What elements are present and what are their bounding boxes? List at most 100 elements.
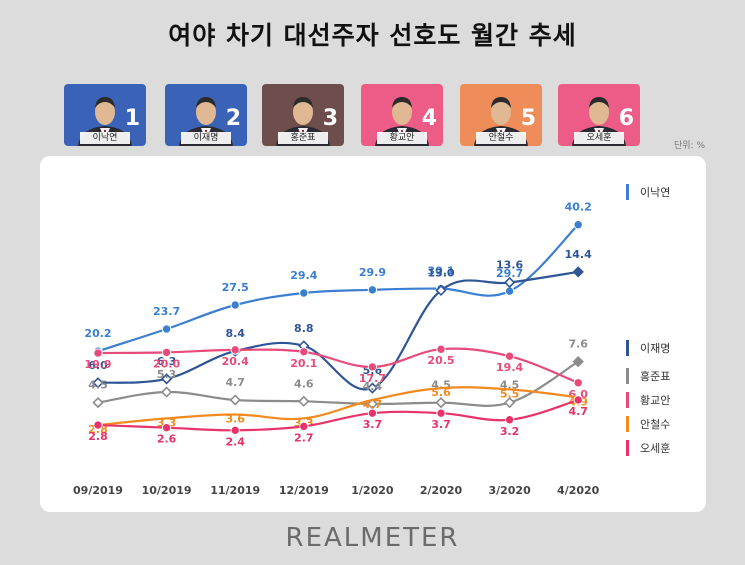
candidate-number: 5 bbox=[520, 106, 536, 131]
data-point bbox=[230, 300, 240, 310]
data-point bbox=[367, 362, 378, 372]
series-line-6 bbox=[96, 398, 580, 432]
data-point bbox=[504, 351, 515, 361]
x-tick-label: 4/2020 bbox=[557, 484, 600, 497]
data-point bbox=[573, 378, 583, 388]
data-point bbox=[299, 288, 309, 298]
data-point bbox=[160, 386, 173, 398]
chart-panel: 20.2 23.7 27.5 29.4 29.9 30.1 29.7 40.2 6.0 6.3 8.… bbox=[40, 156, 706, 512]
data-label: 8.8 bbox=[294, 322, 314, 335]
data-label: 4.6 bbox=[294, 377, 314, 390]
data-label: 23.7 bbox=[153, 305, 180, 318]
data-label: 3.2 bbox=[500, 425, 519, 438]
data-label: 6.0 bbox=[88, 359, 108, 372]
data-label: 20.2 bbox=[84, 327, 111, 340]
data-label: 4.7 bbox=[225, 376, 245, 389]
data-point bbox=[366, 382, 379, 394]
data-point bbox=[435, 284, 447, 297]
data-point bbox=[230, 425, 240, 436]
data-point bbox=[572, 356, 584, 368]
data-label: 30.1 bbox=[427, 265, 454, 278]
candidate-name: 이재명 bbox=[181, 132, 231, 144]
data-label: 5.5 bbox=[500, 387, 519, 400]
data-point bbox=[161, 347, 172, 358]
series-line-5 bbox=[96, 386, 580, 427]
legend-label: 황교안 bbox=[640, 394, 670, 407]
candidate-number: 4 bbox=[421, 106, 437, 131]
data-label: 13.0 bbox=[427, 266, 454, 279]
data-label: 27.5 bbox=[222, 281, 249, 294]
legend-label: 오세훈 bbox=[640, 442, 670, 455]
candidate-number: 6 bbox=[618, 106, 634, 131]
data-label: 2.7 bbox=[294, 431, 314, 444]
data-point bbox=[573, 220, 583, 230]
data-point bbox=[229, 394, 241, 406]
data-label: 4.4 bbox=[363, 380, 383, 393]
data-label: 19.4 bbox=[496, 361, 523, 374]
candidate-card-2: 2 이재명 bbox=[165, 84, 247, 146]
data-label: 5.3 bbox=[157, 368, 177, 381]
data-point bbox=[161, 324, 172, 334]
data-point bbox=[504, 286, 515, 296]
data-label: 3.7 bbox=[363, 418, 383, 431]
legend-swatch bbox=[626, 392, 629, 408]
chart-title: 여야 차기 대선주자 선호도 월간 추세 bbox=[168, 21, 577, 50]
data-point bbox=[298, 395, 310, 407]
data-label: 3.7 bbox=[431, 418, 451, 431]
x-tick-label: 11/2019 bbox=[210, 484, 260, 497]
data-label: 40.2 bbox=[565, 201, 592, 214]
candidate-name: 이낙연 bbox=[80, 132, 130, 144]
data-label: 14.4 bbox=[565, 248, 592, 261]
candidate-card-5: 5 안철수 bbox=[460, 84, 542, 146]
legend-swatch bbox=[626, 416, 629, 432]
legend-label: 홍준표 bbox=[640, 369, 670, 383]
data-point bbox=[436, 408, 446, 418]
x-tick-label: 10/2019 bbox=[142, 484, 192, 497]
data-point bbox=[230, 345, 240, 355]
candidate-card-4: 4 황교안 bbox=[361, 84, 443, 146]
data-point bbox=[367, 285, 378, 295]
data-label: 2.8 bbox=[88, 430, 108, 443]
data-label: 2.6 bbox=[157, 433, 177, 446]
candidate-name: 황교안 bbox=[377, 132, 427, 144]
x-tick-label: 09/2019 bbox=[73, 484, 123, 497]
data-label: 4.7 bbox=[568, 405, 588, 418]
candidate-card-6: 6 오세훈 bbox=[558, 84, 640, 146]
candidate-card-3: 3 홍준표 bbox=[262, 84, 344, 146]
data-point bbox=[503, 276, 516, 289]
data-point bbox=[160, 373, 173, 385]
legend-swatch bbox=[626, 340, 629, 356]
data-point bbox=[93, 420, 103, 430]
data-label: 4.7 bbox=[363, 398, 383, 411]
data-point bbox=[572, 266, 584, 278]
data-label: 29.9 bbox=[359, 266, 386, 279]
data-label: 20.4 bbox=[222, 355, 249, 368]
data-point bbox=[92, 377, 104, 389]
candidate-cards: 1 이낙연 2 이재명 3 홍준표 4 황교안 5 안철수 6 오세훈 bbox=[0, 0, 745, 150]
data-label: 17.7 bbox=[359, 372, 386, 385]
data-label: 13.6 bbox=[496, 258, 523, 271]
data-label: 20.0 bbox=[153, 357, 180, 370]
candidate-card-1: 1 이낙연 bbox=[64, 84, 146, 146]
data-label: 2.4 bbox=[225, 435, 245, 448]
data-point bbox=[366, 398, 379, 410]
candidate-number: 1 bbox=[124, 106, 140, 131]
candidate-number: 3 bbox=[322, 106, 338, 131]
series-line-2 bbox=[96, 270, 580, 391]
data-label: 4.5 bbox=[88, 379, 108, 392]
data-label: 29.7 bbox=[496, 267, 523, 280]
data-point bbox=[573, 395, 583, 405]
data-label: 8.4 bbox=[225, 327, 245, 340]
x-tick-label: 2/2020 bbox=[420, 484, 463, 497]
legend-swatch bbox=[626, 368, 629, 384]
data-label: 3.3 bbox=[157, 416, 177, 429]
data-label: 6.3 bbox=[157, 355, 177, 368]
x-tick-label: 3/2020 bbox=[488, 484, 531, 497]
data-label: 7.6 bbox=[568, 338, 588, 351]
candidate-name: 홍준표 bbox=[278, 132, 328, 144]
data-point bbox=[93, 348, 103, 358]
line-chart: 20.2 23.7 27.5 29.4 29.9 30.1 29.7 40.2 6.0 6.3 8.… bbox=[73, 184, 670, 497]
data-point bbox=[504, 415, 515, 425]
candidate-name: 안철수 bbox=[476, 132, 526, 144]
data-label: 20.1 bbox=[290, 357, 317, 370]
